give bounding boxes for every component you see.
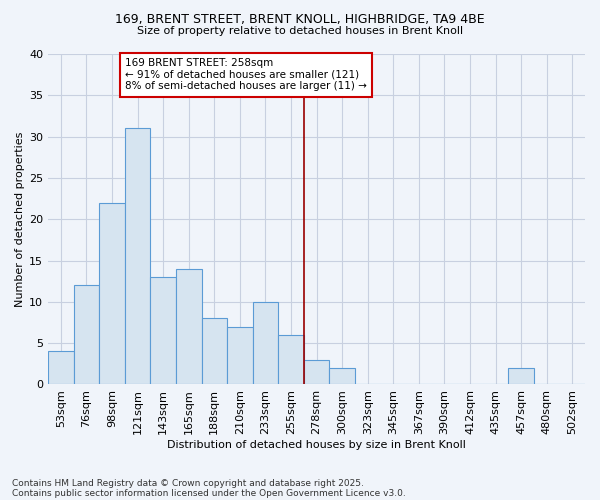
Text: 169 BRENT STREET: 258sqm
← 91% of detached houses are smaller (121)
8% of semi-d: 169 BRENT STREET: 258sqm ← 91% of detach… xyxy=(125,58,367,92)
Text: Contains public sector information licensed under the Open Government Licence v3: Contains public sector information licen… xyxy=(12,488,406,498)
Bar xyxy=(278,335,304,384)
Bar xyxy=(329,368,355,384)
Text: Size of property relative to detached houses in Brent Knoll: Size of property relative to detached ho… xyxy=(137,26,463,36)
Bar xyxy=(176,269,202,384)
Bar xyxy=(48,352,74,384)
Bar xyxy=(304,360,329,384)
Bar xyxy=(74,286,99,384)
Bar xyxy=(125,128,151,384)
Text: 169, BRENT STREET, BRENT KNOLL, HIGHBRIDGE, TA9 4BE: 169, BRENT STREET, BRENT KNOLL, HIGHBRID… xyxy=(115,12,485,26)
Y-axis label: Number of detached properties: Number of detached properties xyxy=(15,132,25,307)
Bar xyxy=(202,318,227,384)
Bar xyxy=(227,326,253,384)
Bar xyxy=(508,368,534,384)
Text: Contains HM Land Registry data © Crown copyright and database right 2025.: Contains HM Land Registry data © Crown c… xyxy=(12,478,364,488)
Bar xyxy=(151,277,176,384)
Bar xyxy=(99,202,125,384)
X-axis label: Distribution of detached houses by size in Brent Knoll: Distribution of detached houses by size … xyxy=(167,440,466,450)
Bar xyxy=(253,302,278,384)
